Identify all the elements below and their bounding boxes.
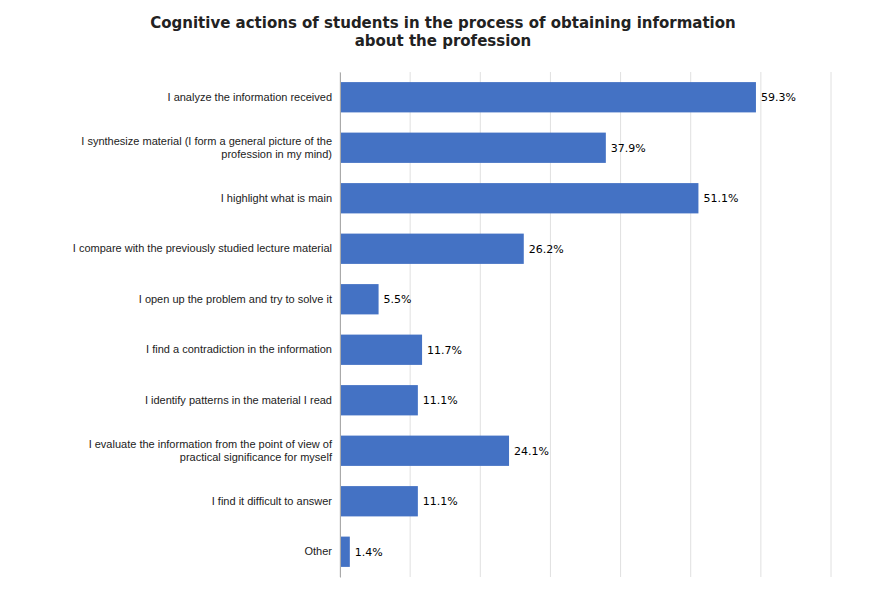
y-tick-label: I highlight what is main xyxy=(221,192,332,204)
data-label: 51.1% xyxy=(703,192,738,205)
bar xyxy=(340,335,422,365)
bar xyxy=(340,486,418,516)
text-line: I highlight what is main xyxy=(221,192,332,204)
y-tick-label: I synthesize material (I form a general … xyxy=(81,135,332,160)
data-labels: 59.3% 37.9% 51.1% 26.2% 5.5% 11.7% 11.1% 24.1% 1… xyxy=(355,91,796,558)
grid-line xyxy=(760,72,761,577)
text-line: Cognitive actions of students in the pro… xyxy=(150,14,736,32)
y-tick-label: I find a contradiction in the informatio… xyxy=(146,343,332,355)
data-label: 11.1% xyxy=(423,495,458,508)
y-tick: I open up the problem and try to solve i… xyxy=(139,293,332,305)
grid xyxy=(340,72,831,577)
grid-line xyxy=(690,72,691,577)
y-tick: I compare with the previously studied le… xyxy=(73,242,332,254)
bar xyxy=(340,133,606,163)
title: Cognitive actions of students in the pro… xyxy=(150,14,736,50)
text-line: I identify patterns in the material I re… xyxy=(145,394,332,406)
y-tick-label: I compare with the previously studied le… xyxy=(73,242,332,254)
y-tick-label: I analyze the information received xyxy=(168,91,332,103)
grid-line xyxy=(340,72,341,577)
y-tick: Other xyxy=(304,545,332,557)
y-tick-label: I find it difficult to answer xyxy=(212,495,333,507)
data-label: 59.3% xyxy=(761,91,796,104)
bar xyxy=(340,436,509,466)
y-tick: I identify patterns in the material I re… xyxy=(145,394,332,406)
grid-line xyxy=(831,72,832,577)
data-label: 1.4% xyxy=(355,546,383,559)
text-line: I synthesize material (I form a general … xyxy=(81,135,332,147)
text-line: Other xyxy=(304,545,332,557)
y-axis: I analyze the information received I synt… xyxy=(73,73,341,578)
y-tick-label: I identify patterns in the material I re… xyxy=(145,394,332,406)
bar xyxy=(340,284,379,314)
y-tick-label: I evaluate the information from the poin… xyxy=(89,438,333,463)
text-line: I open up the problem and try to solve i… xyxy=(139,293,332,305)
bar xyxy=(340,385,418,415)
chart: Cognitive actions of students in the pro… xyxy=(0,0,886,597)
y-tick-label: Other xyxy=(304,545,332,557)
y-tick: I analyze the information received xyxy=(168,91,332,103)
bars xyxy=(340,82,756,567)
text-line: I find a contradiction in the informatio… xyxy=(146,343,332,355)
text-line: I find it difficult to answer xyxy=(212,495,333,507)
y-tick: I find a contradiction in the informatio… xyxy=(146,343,332,355)
y-axis-line xyxy=(340,73,341,578)
data-label: 5.5% xyxy=(384,293,412,306)
y-tick: I highlight what is main xyxy=(221,192,332,204)
data-label: 37.9% xyxy=(611,142,646,155)
bar xyxy=(340,537,350,567)
bar xyxy=(340,82,756,112)
y-tick-label: I open up the problem and try to solve i… xyxy=(139,293,332,305)
text-line: about the profession xyxy=(355,32,532,50)
y-tick: I evaluate the information from the poin… xyxy=(89,438,333,463)
text-line: I analyze the information received xyxy=(168,91,332,103)
bar xyxy=(340,234,524,264)
y-tick: I find it difficult to answer xyxy=(212,495,333,507)
data-label: 11.1% xyxy=(423,394,458,407)
text-line: I evaluate the information from the poin… xyxy=(89,438,333,450)
bar xyxy=(340,183,698,213)
text-line: I compare with the previously studied le… xyxy=(73,242,332,254)
text-line: profession in my mind) xyxy=(221,148,332,160)
y-tick: I synthesize material (I form a general … xyxy=(81,135,332,160)
data-label: 24.1% xyxy=(514,445,549,458)
data-label: 26.2% xyxy=(529,243,564,256)
data-label: 11.7% xyxy=(427,344,462,357)
text-line: practical significance for myself xyxy=(180,451,333,463)
plot: I analyze the information received I synt… xyxy=(73,72,831,578)
